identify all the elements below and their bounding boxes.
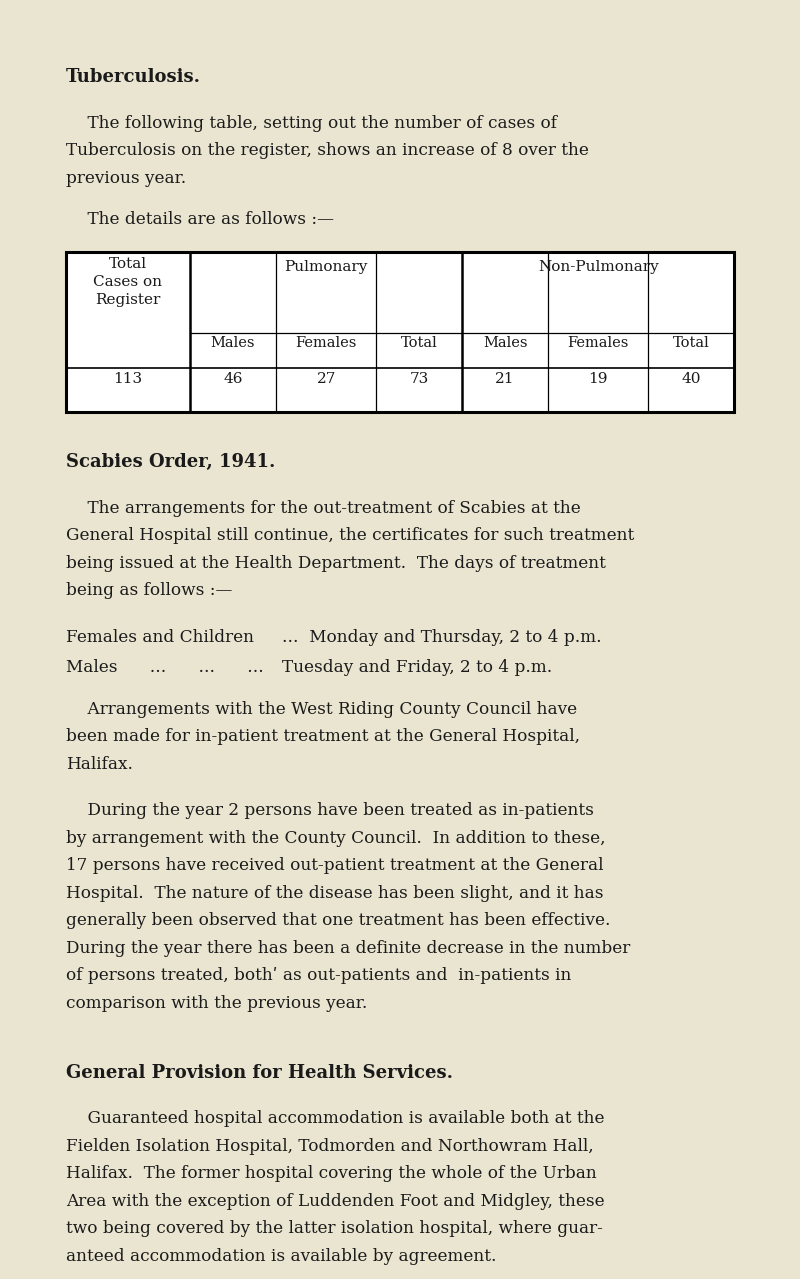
Text: by arrangement with the County Council.  In addition to these,: by arrangement with the County Council. … [66,830,605,847]
Text: 73: 73 [410,372,429,386]
Text: Non-Pulmonary: Non-Pulmonary [538,260,658,274]
Text: generally been observed that one treatment has been effective.: generally been observed that one treatme… [66,912,610,930]
Text: 21: 21 [495,372,515,386]
Text: Total: Total [401,336,438,350]
Text: Tuberculosis.: Tuberculosis. [66,68,201,86]
Text: Females and Children: Females and Children [66,629,254,646]
Text: ...  Monday and Thursday, 2 to 4 p.m.: ... Monday and Thursday, 2 to 4 p.m. [282,629,602,646]
Text: previous year.: previous year. [66,170,186,187]
Text: Males: Males [483,336,527,350]
Text: Tuesday and Friday, 2 to 4 p.m.: Tuesday and Friday, 2 to 4 p.m. [282,660,552,677]
Text: being issued at the Health Department.  The days of treatment: being issued at the Health Department. T… [66,555,606,572]
Text: 27: 27 [317,372,336,386]
Text: 113: 113 [114,372,142,386]
Text: Pulmonary: Pulmonary [285,260,368,274]
Text: General Hospital still continue, the certificates for such treatment: General Hospital still continue, the cer… [66,527,634,545]
Text: 40: 40 [682,372,701,386]
Text: Total: Total [673,336,710,350]
Text: Total
Cases on
Register: Total Cases on Register [94,257,162,307]
Text: Females: Females [568,336,629,350]
Text: anteed accommodation is available by agreement.: anteed accommodation is available by agr… [66,1248,496,1265]
Text: 17 persons have received out-patient treatment at the General: 17 persons have received out-patient tre… [66,857,603,875]
Text: The following table, setting out the number of cases of: The following table, setting out the num… [66,115,557,132]
Text: 19: 19 [589,372,608,386]
Bar [66,252,734,412]
Text: Tuberculosis on the register, shows an increase of 8 over the: Tuberculosis on the register, shows an i… [66,142,589,159]
Text: Arrangements with the West Riding County Council have: Arrangements with the West Riding County… [66,701,577,718]
Text: The arrangements for the out-treatment of Scabies at the: The arrangements for the out-treatment o… [66,500,580,517]
Text: Halifax.: Halifax. [66,756,133,773]
Text: Fielden Isolation Hospital, Todmorden and Northowram Hall,: Fielden Isolation Hospital, Todmorden an… [66,1138,594,1155]
Text: Males      ...      ...      ...: Males ... ... ... [66,660,263,677]
Text: Guaranteed hospital accommodation is available both at the: Guaranteed hospital accommodation is ava… [66,1110,604,1127]
Text: Scabies Order, 1941.: Scabies Order, 1941. [66,453,275,471]
Text: Males: Males [210,336,255,350]
Text: During the year there has been a definite decrease in the number: During the year there has been a definit… [66,940,630,957]
Text: The details are as follows :—: The details are as follows :— [66,211,334,228]
Text: Hospital.  The nature of the disease has been slight, and it has: Hospital. The nature of the disease has … [66,885,603,902]
Bar [66,252,734,412]
Text: been made for in-patient treatment at the General Hospital,: been made for in-patient treatment at th… [66,728,579,746]
Text: Halifax.  The former hospital covering the whole of the Urban: Halifax. The former hospital covering th… [66,1165,596,1182]
Text: During the year 2 persons have been treated as in-patients: During the year 2 persons have been trea… [66,802,594,820]
Text: Females: Females [295,336,357,350]
Text: of persons treated, bothʹ as out-patients and  in-patients in: of persons treated, bothʹ as out-patient… [66,967,571,985]
Text: being as follows :—: being as follows :— [66,582,232,600]
Text: two being covered by the latter isolation hospital, where guar-: two being covered by the latter isolatio… [66,1220,602,1237]
Text: comparison with the previous year.: comparison with the previous year. [66,995,367,1012]
Text: Area with the exception of Luddenden Foot and Midgley, these: Area with the exception of Luddenden Foo… [66,1193,604,1210]
Text: 46: 46 [223,372,242,386]
Text: General Provision for Health Services.: General Provision for Health Services. [66,1064,453,1082]
